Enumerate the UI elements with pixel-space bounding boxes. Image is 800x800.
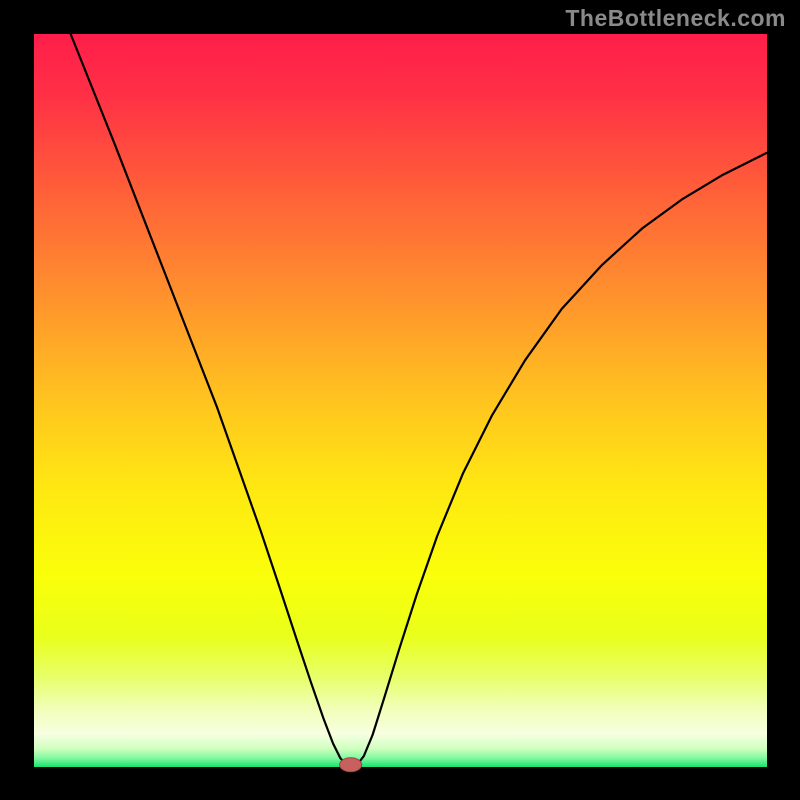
- watermark-text: TheBottleneck.com: [565, 5, 786, 32]
- plot-background: [34, 34, 767, 767]
- bottleneck-curve-chart: [0, 0, 800, 800]
- chart-container: TheBottleneck.com: [0, 0, 800, 800]
- valley-marker: [340, 758, 362, 772]
